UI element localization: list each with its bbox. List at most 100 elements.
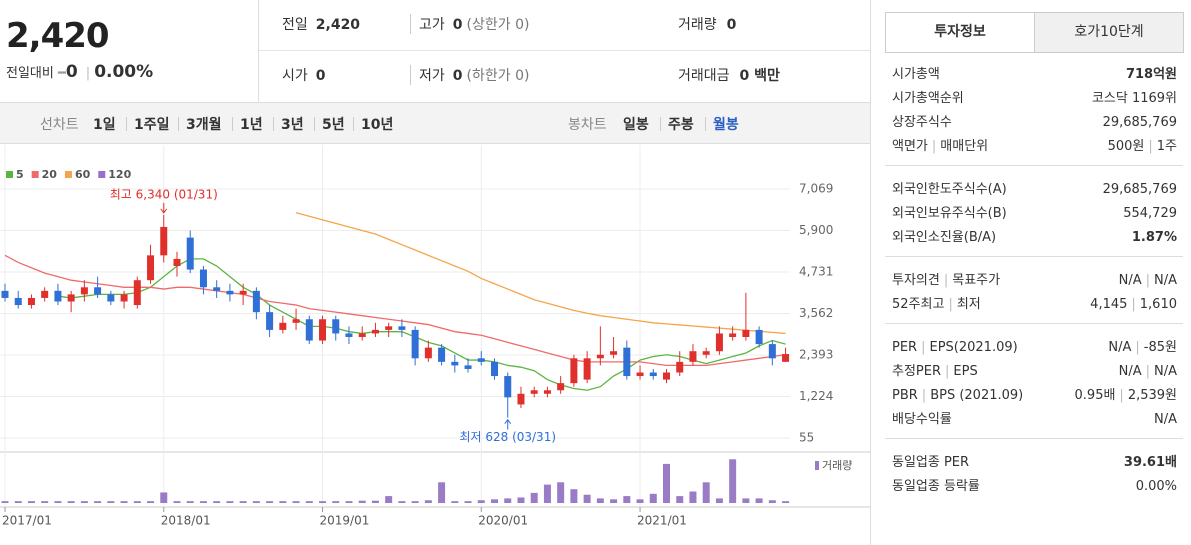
summary-extra: (하한가 0): [466, 68, 530, 84]
summary-value: 0: [452, 17, 463, 33]
info-row: 동일업종 등락률 0.00%: [892, 476, 1177, 498]
candle-body: [385, 326, 393, 330]
info-value-part: 39.61배: [1123, 455, 1177, 470]
period-button[interactable]: 1년: [240, 117, 263, 133]
candle-body: [570, 358, 578, 384]
candle-body: [107, 294, 115, 302]
separator: [353, 117, 354, 131]
candle-body: [279, 322, 287, 330]
group-separator: [885, 256, 1183, 257]
volume-bar: [438, 482, 446, 503]
separator: |: [1145, 364, 1150, 379]
candle-body: [583, 358, 591, 380]
volume-bar: [398, 501, 406, 503]
info-row: 동일업종 PER 39.61배: [892, 452, 1177, 474]
info-value: N/A | -85원: [1108, 337, 1177, 359]
candle-body: [517, 393, 525, 405]
info-label: 추정PER: [892, 364, 942, 379]
summary-label: 거래대금: [678, 68, 730, 84]
volume-bar: [94, 501, 102, 503]
info-value-part: 554,729: [1123, 206, 1177, 221]
info-label: 외국인보유주식수(B): [892, 206, 1007, 221]
price: 2,420: [6, 16, 110, 56]
info-value-part: N/A: [1154, 412, 1177, 427]
candle-period-button[interactable]: 월봉: [713, 117, 739, 133]
arrow: [160, 202, 168, 214]
info-label: 상장주식수: [892, 115, 952, 130]
candle-body: [424, 347, 432, 359]
tab[interactable]: 투자정보: [885, 12, 1035, 52]
separator: |: [1119, 388, 1124, 403]
summary-value: 0: [726, 17, 737, 33]
candle-body: [332, 319, 340, 334]
arrow: [504, 418, 512, 430]
volume-bar: [385, 496, 393, 503]
info-label: 목표주가: [952, 273, 1001, 288]
period-button[interactable]: 3개월: [186, 117, 222, 133]
volume-bar: [239, 501, 247, 503]
info-value: 718억원: [1126, 64, 1177, 86]
change-label: 전일대비: [6, 66, 54, 81]
info-row: 시가총액 718억원: [892, 64, 1177, 86]
info-row: 상장주식수 29,685,769: [892, 112, 1177, 134]
info-label: 52주최고: [892, 297, 945, 312]
candle-period-button[interactable]: 주봉: [668, 117, 694, 133]
tab[interactable]: 호가10단계: [1034, 12, 1184, 53]
candle-body: [252, 290, 260, 313]
volume-bar: [54, 501, 62, 503]
volume-bar: [742, 498, 750, 503]
candle-body: [41, 290, 49, 298]
candle-body: [94, 287, 102, 295]
tabs: 투자정보 호가10단계: [885, 12, 1184, 53]
separator: [178, 117, 179, 131]
candle-body: [623, 347, 631, 377]
x-tick-label: 2018/01: [161, 514, 211, 528]
info-value-part: 코스닥 1169위: [1091, 91, 1177, 106]
candle-body: [715, 333, 723, 352]
candle-body: [54, 290, 62, 302]
info-value: 코스닥 1169위: [1092, 88, 1177, 110]
period-button[interactable]: 5년: [322, 117, 345, 133]
info-value-part: 2,539원: [1127, 388, 1177, 403]
candle-body: [1, 290, 9, 298]
info-value-part: -85원: [1143, 340, 1177, 355]
candle-body: [438, 347, 446, 362]
separator: [232, 117, 233, 131]
candle-body: [755, 329, 763, 345]
info-value-part: 718억원: [1125, 67, 1177, 82]
group-separator: [885, 438, 1183, 439]
separator: |: [1148, 139, 1153, 154]
legend-swatch: [6, 171, 13, 178]
candle-period-button[interactable]: 일봉: [623, 117, 649, 133]
candle-body: [305, 319, 313, 341]
period-button[interactable]: 1주일: [134, 117, 170, 133]
summary-label: 시가: [282, 68, 308, 84]
line-chart-label: 선차트: [40, 117, 79, 133]
summary-row: 전일 2,420 고가 0 (상한가 0) 거래량 0: [259, 0, 870, 51]
info-value-part: N/A: [1118, 364, 1142, 379]
volume-bar: [504, 498, 512, 503]
info-value: N/A | N/A: [1119, 270, 1177, 292]
divider: [870, 0, 871, 545]
period-button[interactable]: 3년: [281, 117, 304, 133]
low-annotation: 최저 628 (03/31): [459, 430, 556, 444]
volume-bar: [266, 501, 274, 503]
separator: [273, 117, 274, 131]
info-value: 29,685,769: [1103, 112, 1177, 134]
volume-bar: [570, 489, 578, 503]
info-value: N/A: [1154, 409, 1177, 431]
candle-body: [371, 329, 379, 334]
info-value-part: N/A: [1118, 273, 1142, 288]
legend-label: 5: [16, 168, 24, 181]
candle-body: [768, 344, 776, 359]
candle-body: [464, 365, 472, 369]
volume-bar: [530, 492, 538, 503]
period-button[interactable]: 10년: [361, 117, 394, 133]
info-value-part: N/A: [1154, 273, 1177, 288]
period-button[interactable]: 1일: [93, 117, 116, 133]
candle-body: [729, 333, 737, 338]
summary-label: 거래량: [678, 17, 717, 33]
info-row: 시가총액순위 코스닥 1169위: [892, 88, 1177, 110]
summary-label: 고가: [419, 17, 445, 33]
separator: |: [1145, 273, 1150, 288]
